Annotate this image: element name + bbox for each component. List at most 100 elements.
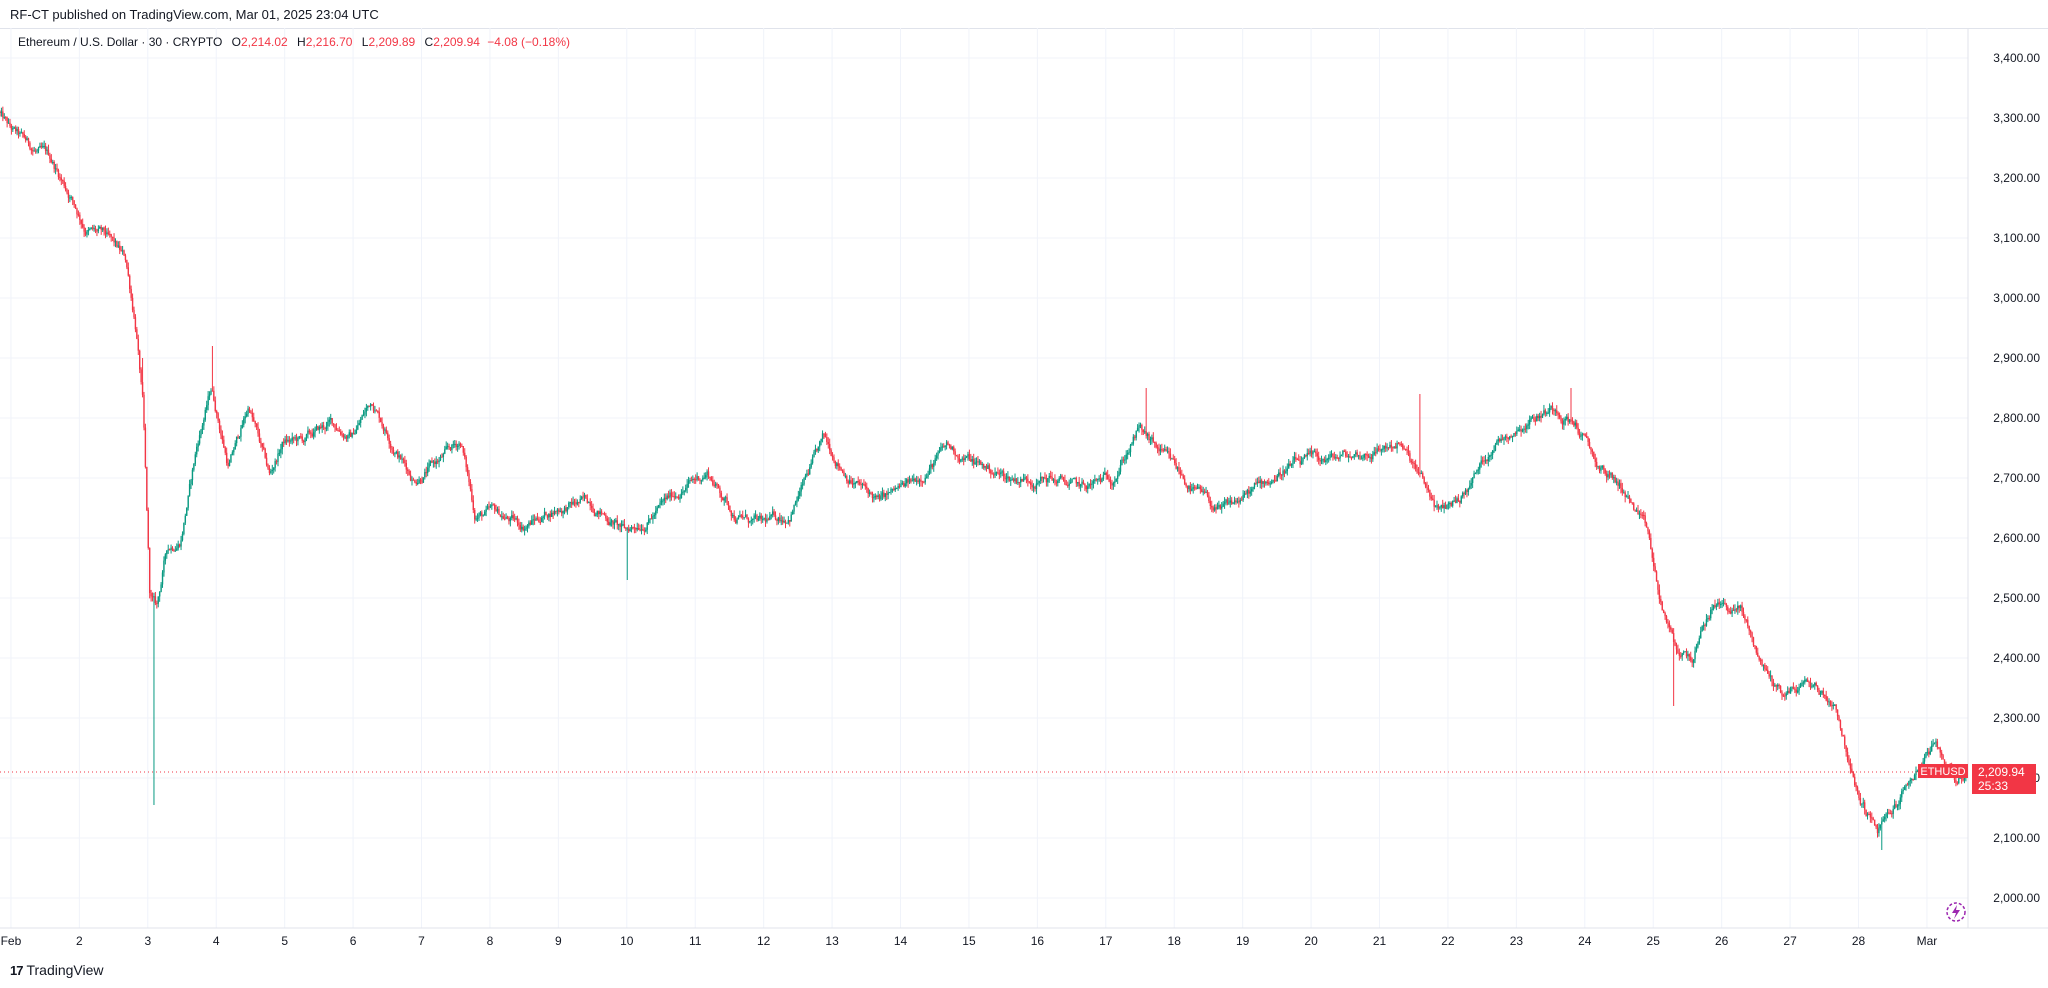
candle-body bbox=[1403, 448, 1405, 450]
candle-body bbox=[2, 111, 4, 118]
candle-body bbox=[737, 517, 740, 520]
candle-body bbox=[642, 528, 644, 531]
candle-body bbox=[1447, 503, 1450, 505]
candle-body bbox=[1909, 779, 1911, 782]
candle-body bbox=[910, 479, 912, 482]
candle-body bbox=[1895, 804, 1897, 807]
candle-body bbox=[880, 495, 882, 500]
candle-body bbox=[1363, 453, 1365, 458]
candle-body bbox=[868, 492, 871, 494]
candle-body bbox=[1144, 431, 1146, 433]
candle-body bbox=[308, 430, 311, 433]
x-tick-label: 11 bbox=[689, 934, 702, 948]
candle-body bbox=[1369, 457, 1371, 459]
candle-body bbox=[1757, 652, 1759, 657]
candle-body bbox=[1199, 486, 1202, 490]
candle-body bbox=[1260, 480, 1263, 484]
candle-body bbox=[1173, 459, 1176, 464]
candle-body bbox=[1365, 453, 1367, 455]
x-tick-label: 12 bbox=[757, 934, 771, 948]
candle-body bbox=[1929, 751, 1931, 755]
candle-body bbox=[752, 518, 754, 521]
tradingview-logo-icon[interactable]: 17 bbox=[10, 962, 24, 978]
candle-body bbox=[482, 515, 484, 517]
candle-body bbox=[1307, 453, 1310, 455]
candle-body bbox=[509, 517, 512, 522]
candle-body bbox=[1853, 776, 1856, 786]
candle-body bbox=[1604, 469, 1606, 474]
candle-body bbox=[371, 404, 373, 406]
candle-body bbox=[1091, 483, 1093, 486]
candle-body bbox=[777, 517, 780, 521]
candle-body bbox=[1734, 609, 1736, 611]
candle-body bbox=[538, 519, 540, 522]
candle-body bbox=[1169, 453, 1172, 459]
close-label: C bbox=[424, 35, 434, 49]
x-tick-label: 6 bbox=[350, 934, 357, 948]
candle-body bbox=[995, 472, 998, 474]
candle-body bbox=[338, 430, 340, 432]
candle-body bbox=[96, 230, 98, 232]
candle-body bbox=[153, 596, 155, 598]
candle-body bbox=[84, 231, 87, 235]
candle-body bbox=[1347, 456, 1350, 458]
candle-body bbox=[83, 227, 85, 232]
candle-body bbox=[1349, 456, 1351, 458]
candle-body bbox=[1534, 420, 1537, 422]
x-tick-label: 2 bbox=[76, 934, 83, 948]
candle-body bbox=[1704, 625, 1706, 627]
candle-body bbox=[521, 526, 523, 530]
time-axis[interactable]: Feb 2 3 4 5 6 7 8 9 10 11 12 13 14 15 16 17 18 19 20 21 22 23 2… bbox=[1, 934, 1938, 948]
candle-body bbox=[294, 437, 296, 439]
candle-body bbox=[1714, 604, 1716, 607]
candle-body bbox=[315, 426, 318, 430]
candle-body bbox=[1135, 430, 1137, 438]
candle-body bbox=[101, 227, 104, 230]
candle-body bbox=[727, 502, 730, 506]
candle-body bbox=[1928, 751, 1930, 755]
candlestick-chart[interactable]: 2,000.002,100.002,200.002,300.002,400.00… bbox=[0, 28, 2048, 958]
candle-body bbox=[1270, 482, 1273, 484]
candle-body bbox=[1382, 448, 1384, 450]
candle-body bbox=[1684, 651, 1686, 653]
candle-body bbox=[860, 484, 862, 486]
candle-body bbox=[1001, 471, 1003, 473]
candle-body bbox=[766, 519, 768, 522]
symbol-title[interactable]: Ethereum / U.S. Dollar · 30 · CRYPTO bbox=[18, 35, 223, 49]
candle-body bbox=[1112, 483, 1115, 486]
candle-body bbox=[1718, 602, 1720, 605]
candle-body bbox=[786, 522, 788, 524]
candle-body bbox=[305, 434, 308, 438]
candle-body bbox=[416, 482, 419, 484]
candle-body bbox=[231, 452, 234, 455]
candle-body bbox=[1708, 618, 1710, 620]
candle-body bbox=[1611, 473, 1614, 479]
candle-body bbox=[1122, 459, 1125, 461]
candle-body bbox=[1958, 778, 1960, 784]
candle-body bbox=[867, 488, 869, 494]
lightning-icon[interactable] bbox=[1946, 902, 1966, 922]
candle-body bbox=[1936, 741, 1939, 748]
candle-body bbox=[1162, 449, 1164, 451]
candle-body bbox=[1587, 437, 1589, 443]
candle-body bbox=[355, 429, 358, 434]
candle-body bbox=[1621, 488, 1624, 493]
candle-body bbox=[461, 446, 463, 448]
candle-body bbox=[1765, 668, 1768, 670]
candle-body bbox=[1238, 501, 1240, 503]
candle-body bbox=[1042, 477, 1045, 479]
candle-body bbox=[1432, 498, 1434, 500]
candle-body bbox=[143, 394, 145, 428]
candle-body bbox=[1614, 477, 1616, 483]
candle-body bbox=[1856, 787, 1859, 791]
candle-body bbox=[1223, 502, 1226, 504]
candle-body bbox=[16, 129, 18, 132]
candle-body bbox=[816, 448, 818, 451]
candle-body bbox=[26, 138, 28, 141]
candle-body bbox=[1035, 483, 1038, 490]
candle-body bbox=[1298, 459, 1300, 461]
candle-body bbox=[20, 132, 23, 134]
candle-body bbox=[1258, 481, 1260, 483]
candle-body bbox=[1158, 447, 1160, 452]
candle-body bbox=[797, 495, 800, 501]
